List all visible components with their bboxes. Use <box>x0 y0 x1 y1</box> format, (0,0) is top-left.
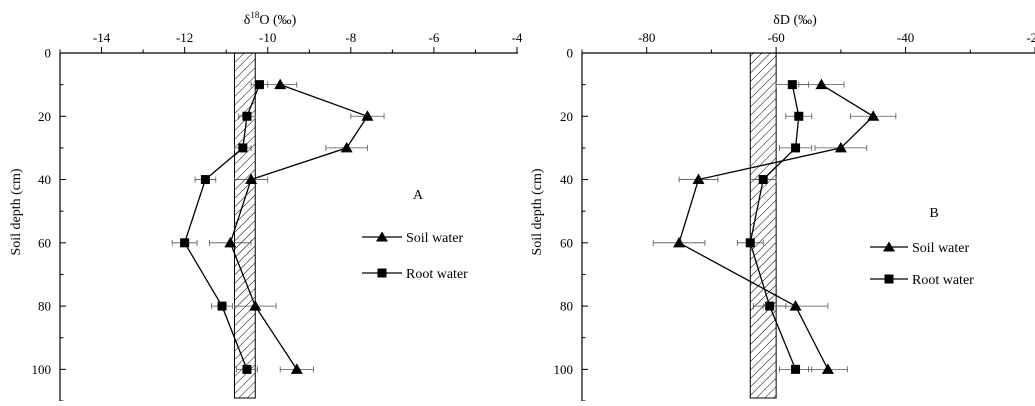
panel-a-soil-water-point <box>340 141 353 153</box>
legend-square-marker <box>377 268 387 278</box>
panel-a-soil-water-point <box>361 110 374 121</box>
panel-b-x-tick-label: -60 <box>767 30 784 45</box>
panel-a-x-tick-label: -12 <box>176 30 193 45</box>
panel-a-x-tick-label: -8 <box>345 30 356 45</box>
panel-a-y-tick-label: 60 <box>38 235 51 250</box>
panel-b-legend: Soil water Root water <box>870 241 974 288</box>
panel-a-soil-water-point <box>245 173 258 185</box>
panel-b-legend-soil-water: Soil water <box>912 241 969 256</box>
panel-b-ylabel: Soil depth (cm) <box>530 168 545 255</box>
panel-b: δD (‰) Soil depth (cm) B Soil water Root… <box>530 13 1035 402</box>
panel-a-legend-soil-water: Soil water <box>406 231 463 246</box>
panel-a-x-tick-label: -14 <box>93 30 111 45</box>
panel-a-label: A <box>413 188 424 203</box>
panel-a: δ18O (‰) Soil depth (cm) A Soil water Ro… <box>9 10 523 402</box>
panel-b-y-tick-label: 0 <box>567 46 574 61</box>
panel-b-y-tick-label: 100 <box>554 362 574 377</box>
panel-b-root-water-point <box>745 238 755 248</box>
panel-a-root-water-point <box>238 143 248 153</box>
panel-b-y-tick-label: 80 <box>560 299 573 314</box>
panel-a-y-tick-label: 0 <box>45 46 52 61</box>
panel-a-root-water-point <box>242 111 252 121</box>
panel-b-soil-water-point <box>834 141 847 153</box>
panel-a-y-tick-label: 100 <box>32 362 52 377</box>
panel-a-legend-root-water: Root water <box>406 267 468 282</box>
panel-b-y-tick-label: 60 <box>560 235 573 250</box>
panel-b-soil-water-point <box>789 300 802 311</box>
panel-b-root-water-point <box>791 143 801 153</box>
panel-a-root-water-point <box>217 301 227 311</box>
panel-b-root-water-point <box>787 80 797 90</box>
legend-triangle-marker <box>883 241 895 252</box>
panel-a-root-water-point <box>180 238 190 248</box>
panel-a-y-tick-label: 80 <box>38 299 51 314</box>
panel-a-soil-water-point <box>290 363 303 374</box>
panel-b-soil-water-point <box>815 78 828 90</box>
panel-b-legend-root-water: Root water <box>912 273 974 288</box>
panel-a-legend: Soil water Root water <box>362 231 468 282</box>
panel-b-soil-water-point <box>821 363 834 374</box>
legend-triangle-marker <box>376 231 388 242</box>
panel-b-y-tick-label: 20 <box>560 109 573 124</box>
panel-b-root-water-point <box>765 301 775 311</box>
panel-a-x-tick-label: -6 <box>428 30 439 45</box>
legend-square-marker <box>884 274 894 284</box>
panel-b-soil-water-point <box>692 173 705 185</box>
panel-b-soil-water-point <box>867 110 880 121</box>
panel-a-ylabel: Soil depth (cm) <box>9 168 24 255</box>
panel-b-x-tick-label: -20 <box>1026 30 1035 45</box>
panel-b-x-tick-label: -80 <box>638 30 655 45</box>
panel-a-hatched-band <box>233 52 256 399</box>
panel-b-soil-water-point <box>673 236 686 248</box>
panel-b-root-water-point <box>794 111 804 121</box>
panel-a-root-water-point <box>242 364 252 374</box>
panel-a-xlabel: δ18O (‰) <box>244 10 297 28</box>
panel-a-root-water-point <box>254 80 264 90</box>
panel-a-soil-water-point <box>224 236 237 248</box>
panel-b-xlabel: δD (‰) <box>773 13 817 28</box>
panel-b-y-tick-label: 40 <box>560 172 573 187</box>
panel-b-hatched-band <box>749 52 777 399</box>
panel-a-y-tick-label: 20 <box>38 109 51 124</box>
panel-a-soil-water-point <box>274 78 287 90</box>
panel-a-x-tick-label: -4 <box>512 30 523 45</box>
panel-b-x-tick-label: -40 <box>897 30 914 45</box>
panel-b-label: B <box>929 206 938 221</box>
panel-a-root-water-point <box>200 175 210 185</box>
panel-b-root-water-point <box>758 175 768 185</box>
panel-a-soil-water-point <box>249 300 262 311</box>
panel-a-y-tick-label: 40 <box>38 172 51 187</box>
panel-b-root-water-point <box>791 364 801 374</box>
panel-a-x-tick-label: -10 <box>259 30 276 45</box>
